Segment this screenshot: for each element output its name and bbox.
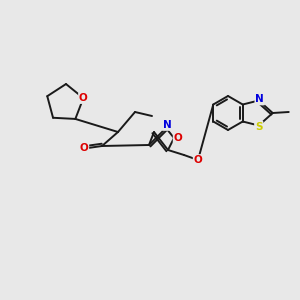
Text: O: O <box>194 155 202 165</box>
Text: O: O <box>79 93 88 103</box>
Text: N: N <box>163 120 171 130</box>
Text: O: O <box>174 133 182 143</box>
Text: N: N <box>255 94 264 104</box>
Text: O: O <box>80 143 88 153</box>
Text: S: S <box>255 122 262 131</box>
